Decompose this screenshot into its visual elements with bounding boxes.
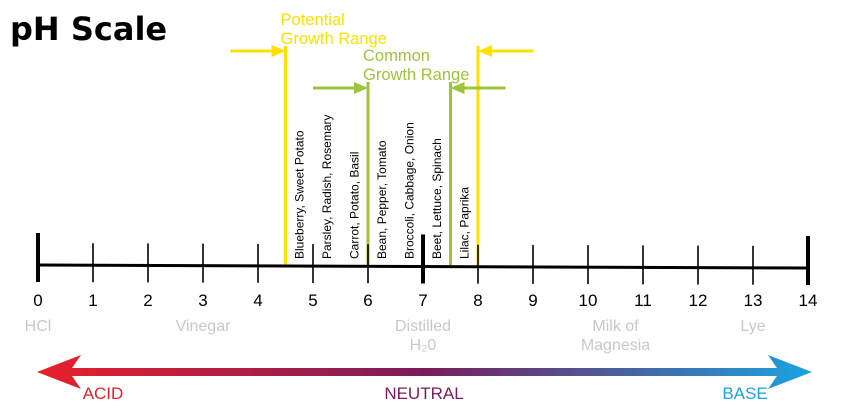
- reference-label-line: Distilled: [395, 318, 451, 335]
- common-range-label-line-2: Growth Range: [363, 66, 469, 84]
- page-title: pH Scale: [10, 10, 167, 48]
- plant-labels: Blueberry, Sweet Potato Parsley, Radish, …: [293, 115, 472, 260]
- plant-label: Broccoli, Cabbage, Onion: [403, 122, 417, 259]
- growth-ranges: Potential Growth Range Common Growth Ran…: [230, 11, 533, 265]
- acid-label: ACID: [83, 384, 124, 403]
- reference-label: Distilled H₂0: [395, 318, 451, 354]
- reference-substances: HCl Vinegar Distilled H₂0 Milk of Magnesia Lye: [25, 318, 766, 354]
- acid-base-gradient-arrow: [37, 355, 812, 389]
- plant-label: Beet, Lettuce, Spinach: [430, 138, 444, 259]
- ph-tick-label: 8: [473, 291, 482, 310]
- potential-range-label-line-1: Potential: [281, 11, 345, 29]
- ph-tick-label: 9: [528, 291, 537, 310]
- plant-label: Blueberry, Sweet Potato: [293, 130, 307, 259]
- reference-label-line: Milk of: [592, 318, 639, 335]
- common-range-left-arrow: [313, 82, 368, 94]
- plant-label: Carrot, Potato, Basil: [348, 152, 362, 259]
- plant-label: Parsley, Radish, Rosemary: [320, 115, 334, 260]
- ph-tick-label: 10: [579, 291, 598, 310]
- arrow-head: [354, 82, 368, 94]
- common-range-label: Common Growth Range: [363, 47, 469, 84]
- acid-base-gradient: ACID NEUTRAL BASE: [37, 355, 812, 403]
- common-range-right-arrow: [450, 82, 506, 94]
- potential-range-label: Potential Growth Range: [281, 11, 387, 48]
- ph-tick-label: 4: [253, 291, 262, 310]
- reference-label-line: HCl: [25, 318, 52, 335]
- reference-label-line: H₂0: [410, 337, 437, 354]
- ph-ticks: 0 1 2 3 4 5 6 7 8 9 10 11 12 13 14: [33, 233, 817, 310]
- ph-tick-label: 13: [744, 291, 763, 310]
- ph-tick-label: 3: [198, 291, 207, 310]
- ph-tick-label: 6: [363, 291, 372, 310]
- ph-tick-label: 2: [143, 291, 152, 310]
- reference-label-line: Vinegar: [176, 318, 232, 335]
- plant-label: Lilac, Paprika: [458, 187, 472, 259]
- reference-label: HCl: [25, 318, 52, 335]
- neutral-label: NEUTRAL: [384, 384, 463, 403]
- arrow-head: [271, 45, 286, 57]
- base-label: BASE: [722, 384, 767, 403]
- potential-range-label-line-2: Growth Range: [281, 30, 387, 48]
- ph-tick-label: 14: [799, 291, 818, 310]
- arrow-head: [478, 45, 492, 57]
- ph-tick-label: 11: [634, 291, 652, 310]
- ph-tick-label: 7: [418, 291, 427, 310]
- ph-tick-label: 1: [88, 291, 97, 310]
- reference-label-line: Lye: [740, 318, 765, 335]
- reference-label-line: Magnesia: [581, 337, 650, 354]
- reference-label: Vinegar: [176, 318, 232, 335]
- potential-range-left-arrow: [230, 45, 286, 57]
- potential-range-right-arrow: [478, 45, 533, 57]
- plant-label: Bean, Pepper, Tomato: [375, 140, 389, 259]
- ph-tick-label: 12: [689, 291, 708, 310]
- reference-label: Milk of Magnesia: [581, 318, 650, 354]
- reference-label: Lye: [740, 318, 765, 335]
- ph-tick-label: 5: [308, 291, 317, 310]
- arrow-head: [450, 82, 465, 94]
- common-range-label-line-1: Common: [363, 47, 430, 65]
- ph-tick-label: 0: [33, 291, 42, 310]
